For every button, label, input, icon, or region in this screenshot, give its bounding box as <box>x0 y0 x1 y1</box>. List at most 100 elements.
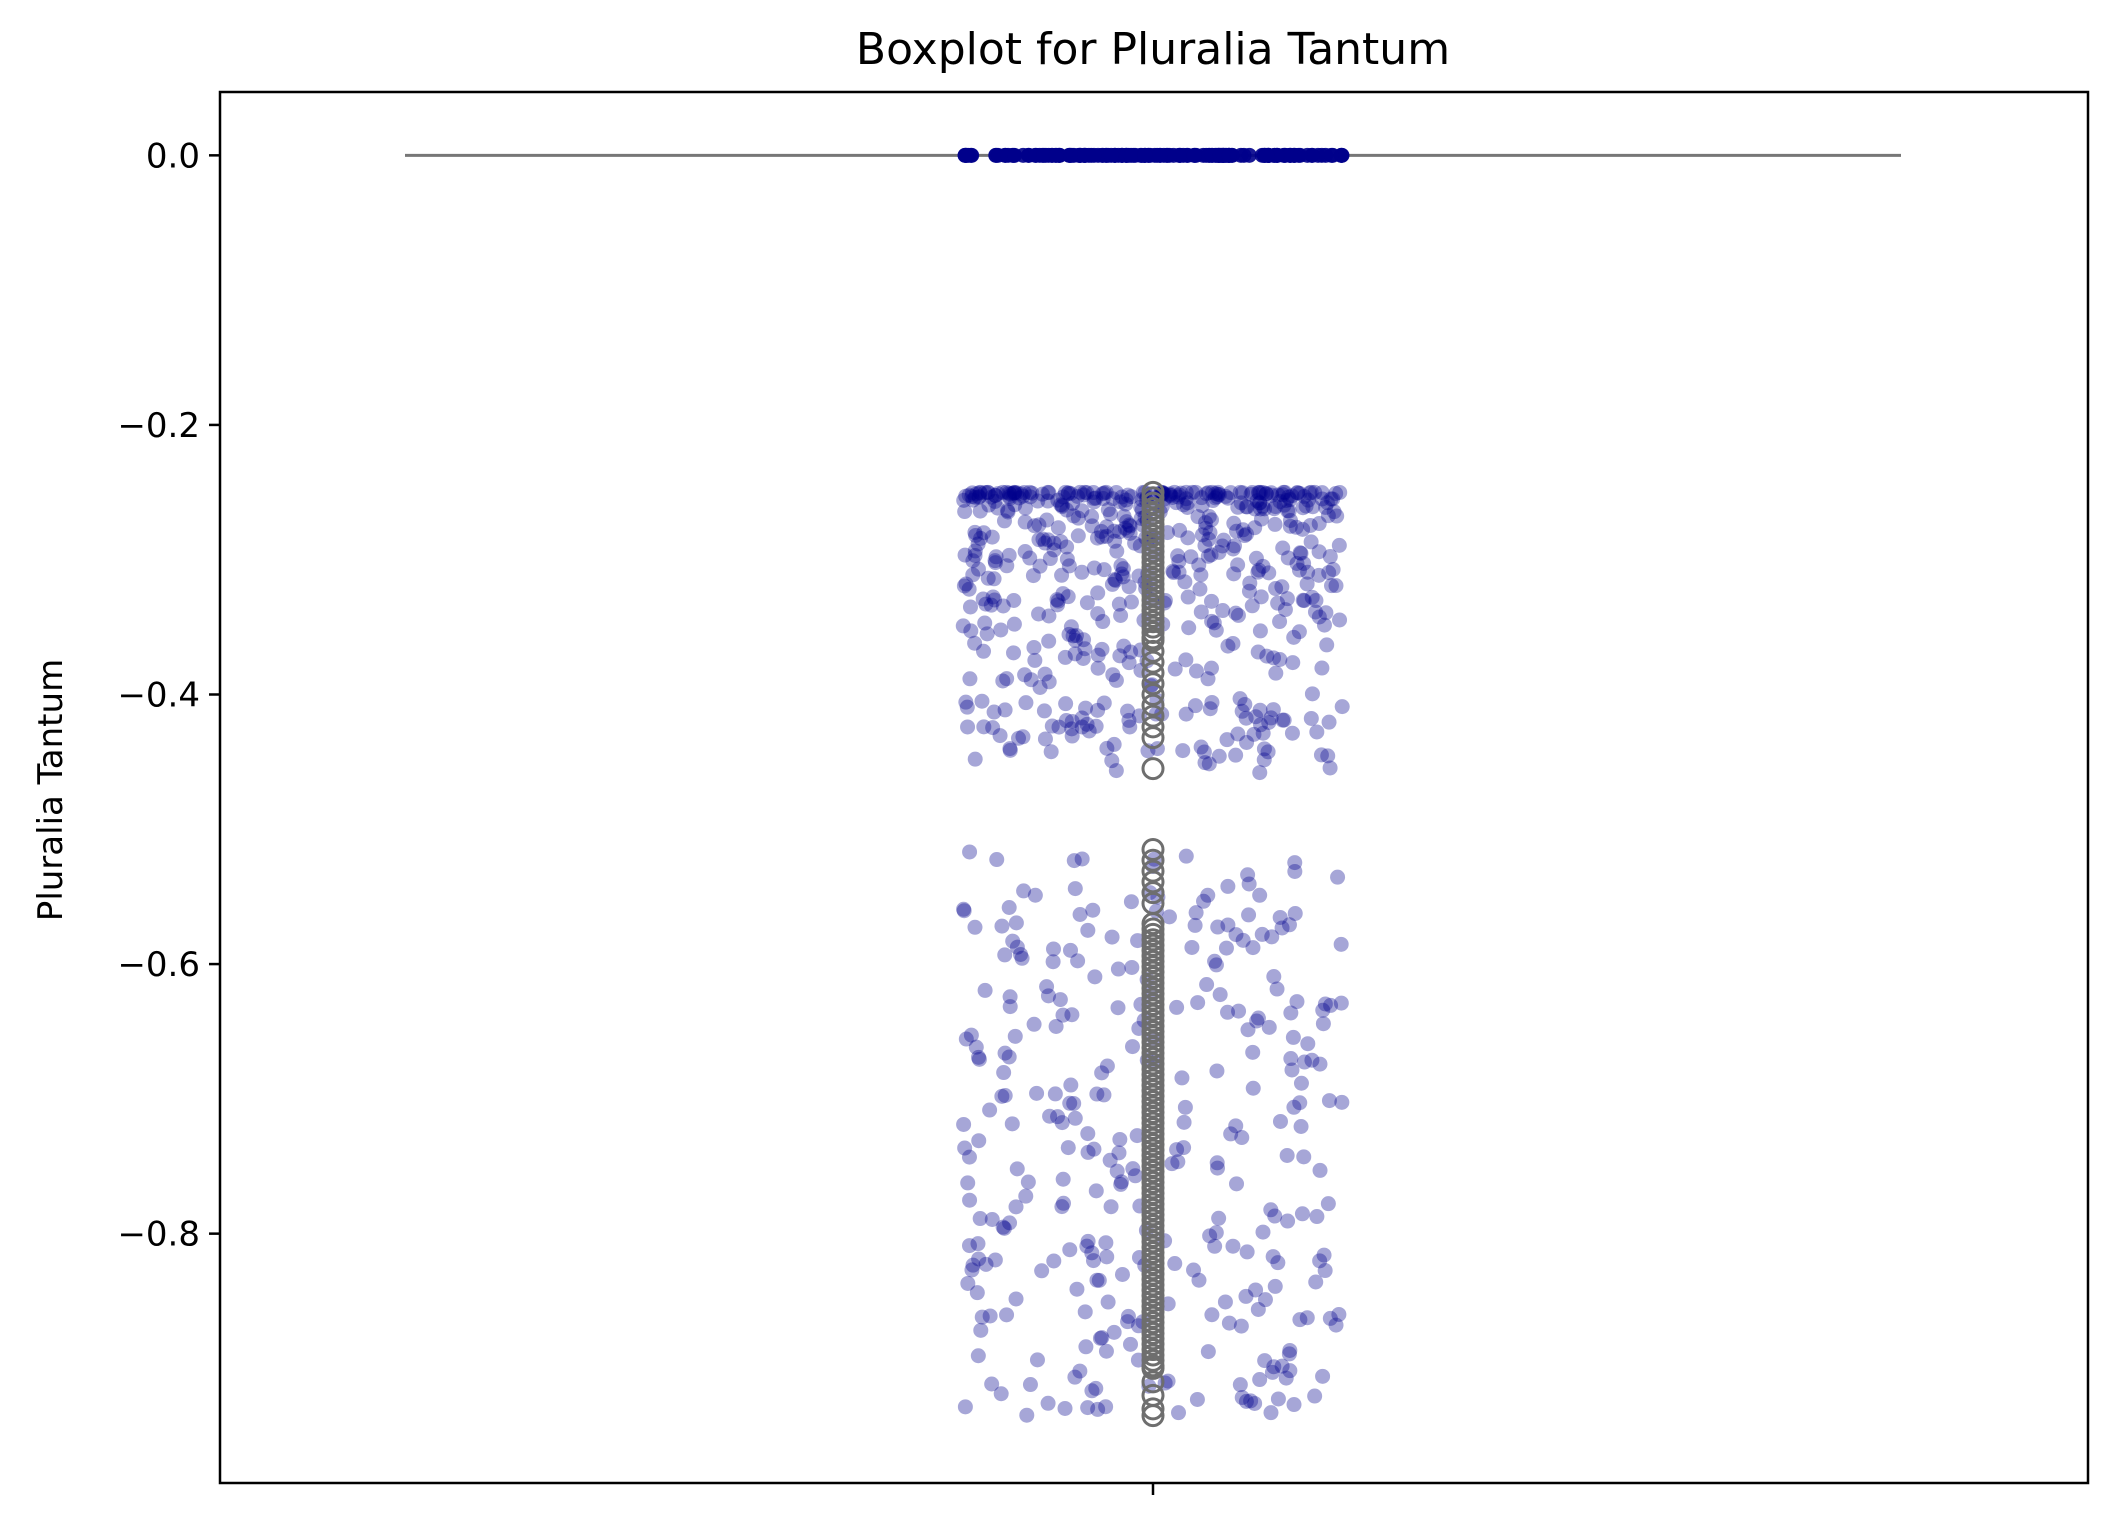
strip-point <box>1292 1312 1308 1328</box>
strip-point <box>1293 1118 1309 1134</box>
strip-point <box>1095 486 1111 502</box>
outlier-marker <box>1141 848 1165 872</box>
strip-point <box>1284 1062 1300 1078</box>
strip-point <box>1199 977 1215 993</box>
strip-point <box>962 1192 978 1208</box>
strip-point <box>1086 560 1102 576</box>
strip-point <box>1255 1224 1271 1240</box>
strip-point <box>1178 484 1194 500</box>
strip-point <box>1007 1028 1023 1044</box>
strip-point <box>1334 1094 1350 1110</box>
strip-point <box>1063 619 1079 635</box>
strip-point <box>1312 1162 1328 1178</box>
strip-point <box>970 1348 986 1364</box>
strip-point <box>1296 593 1312 609</box>
strip-point <box>1029 1352 1045 1368</box>
strip-point <box>1221 1315 1237 1331</box>
strip-point <box>1217 1294 1233 1310</box>
strip-point <box>1334 147 1350 163</box>
strip-point <box>1207 490 1223 506</box>
strip-point <box>1311 567 1327 583</box>
strip-point <box>984 529 1000 545</box>
strip-point <box>1176 1140 1192 1156</box>
strip-point <box>1098 484 1114 500</box>
strip-point <box>1076 632 1092 648</box>
strip-point <box>1289 485 1305 501</box>
strip-point <box>1120 1314 1136 1330</box>
strip-point <box>1047 1086 1063 1102</box>
strip-point <box>1180 530 1196 546</box>
strip-point <box>994 1088 1010 1104</box>
strip-point <box>1260 744 1276 760</box>
strip-point <box>1088 718 1104 734</box>
strip-point <box>1049 592 1065 608</box>
strip-point <box>1085 902 1101 918</box>
strip-point <box>1006 592 1022 608</box>
strip-point <box>997 947 1013 963</box>
strip-point <box>996 1065 1012 1081</box>
strip-point <box>1187 698 1203 714</box>
strip-point <box>1031 517 1047 533</box>
strip-point <box>1007 147 1023 163</box>
strip-point <box>1098 1399 1114 1415</box>
strip-point <box>1098 1343 1114 1359</box>
strip-point <box>1250 1010 1266 1026</box>
strip-point <box>1054 567 1070 583</box>
strip-point <box>1230 499 1246 515</box>
strip-point <box>1013 486 1029 502</box>
strip-point <box>1315 1368 1331 1384</box>
strip-point <box>1152 147 1168 163</box>
strip-point <box>1090 1401 1106 1417</box>
strip-point <box>1241 876 1257 892</box>
strip-point <box>1112 1131 1128 1147</box>
strip-point <box>1252 887 1268 903</box>
strip-point <box>1196 893 1212 909</box>
strip-point <box>990 500 1006 516</box>
strip-point <box>1190 509 1206 525</box>
strip-point <box>1006 485 1022 501</box>
strip-point <box>1220 917 1236 933</box>
strip-point <box>1088 1183 1104 1199</box>
strip-point <box>1025 568 1041 584</box>
strip-point <box>1324 578 1340 594</box>
strip-point <box>1288 519 1304 535</box>
strip-point <box>1110 961 1126 977</box>
strip-point <box>1208 486 1224 502</box>
strip-point <box>977 615 993 631</box>
strip-point <box>1086 494 1102 510</box>
strip-point <box>1314 491 1330 507</box>
outlier-marker <box>1141 650 1165 674</box>
strip-point <box>974 693 990 709</box>
strip-point <box>1120 522 1136 538</box>
strip-point <box>1007 485 1023 501</box>
strip-point <box>1037 535 1053 551</box>
strip-point <box>1084 518 1100 534</box>
strip-point <box>1068 628 1084 644</box>
strip-point <box>1117 520 1133 536</box>
strip-point <box>1042 1108 1058 1124</box>
strip-point <box>1314 660 1330 676</box>
strip-point <box>1040 532 1056 548</box>
strip-point <box>1284 488 1300 504</box>
strip-point <box>1123 489 1139 505</box>
strip-point <box>1078 1339 1094 1355</box>
strip-point <box>1245 1080 1261 1096</box>
strip-point <box>1252 765 1268 781</box>
strip-point <box>1191 1272 1207 1288</box>
strip-point <box>958 694 974 710</box>
strip-point <box>997 1045 1013 1061</box>
strip-point <box>1250 564 1266 580</box>
strip-point <box>1328 486 1344 502</box>
strip-point <box>1114 1266 1130 1282</box>
strip-point <box>967 635 983 651</box>
strip-point <box>1129 1128 1145 1144</box>
strip-point <box>1334 699 1350 715</box>
strip-point <box>1137 147 1153 163</box>
strip-point <box>1160 1373 1176 1389</box>
strip-point <box>1278 493 1294 509</box>
strip-point <box>1212 987 1228 1003</box>
strip-point <box>1276 484 1292 500</box>
strip-point <box>1176 1114 1192 1130</box>
strip-point <box>1168 495 1184 511</box>
strip-point <box>1207 953 1223 969</box>
